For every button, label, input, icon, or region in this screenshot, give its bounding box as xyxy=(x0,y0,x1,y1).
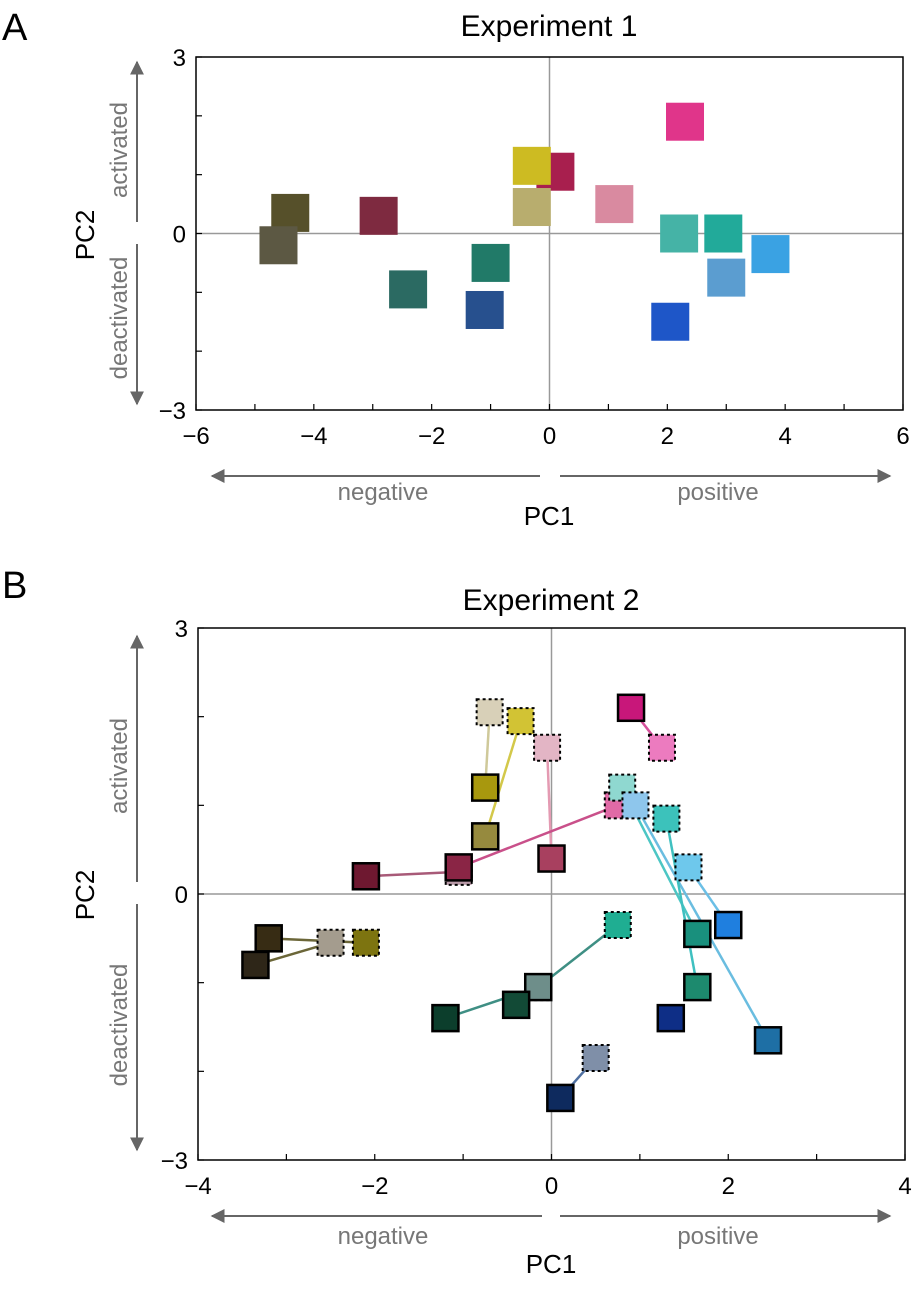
y-tick-label-b: 0 xyxy=(175,882,188,909)
chart-title-b: Experiment 2 xyxy=(463,584,640,617)
x-tick-label-a: 6 xyxy=(896,423,909,450)
data-point-square xyxy=(271,193,310,232)
y-tick-label-b: −3 xyxy=(161,1148,188,1175)
data-point-square xyxy=(523,972,553,1002)
data-point-square xyxy=(714,910,743,940)
data-point-square xyxy=(674,853,703,882)
data-point-square xyxy=(475,698,504,727)
data-point-square xyxy=(546,1083,575,1113)
y-positive-label-b: activated xyxy=(106,718,133,814)
data-point-square xyxy=(351,862,381,891)
pair-connector-line xyxy=(545,747,553,859)
y-tick-label-a: 0 xyxy=(173,222,186,249)
data-point-square xyxy=(647,733,676,762)
data-point-square xyxy=(616,693,646,723)
x-tick-label-b: −2 xyxy=(361,1173,388,1200)
y-tick-label-a: 3 xyxy=(173,45,186,72)
pair-connector-line xyxy=(458,804,619,869)
data-point-square xyxy=(753,1026,783,1055)
panel-b: B Experiment 2 −4 −2 0 2 4 −3 0 3 PC1 PC2 negat… xyxy=(2,565,912,1279)
data-point-square xyxy=(512,188,551,227)
data-point-square xyxy=(537,844,566,873)
x-positive-label-a: positive xyxy=(677,479,758,506)
x-tick-label-a: −2 xyxy=(418,423,445,450)
x-tick-label-a: −6 xyxy=(182,423,209,450)
data-point-square xyxy=(501,990,531,1020)
data-point-square xyxy=(595,185,634,224)
data-point-square xyxy=(351,928,380,957)
data-point-square xyxy=(506,707,535,736)
chart-title-a: Experiment 1 xyxy=(461,10,638,43)
pair-connector-line xyxy=(665,818,699,988)
pair-connector-line xyxy=(484,720,522,837)
x-tick-label-b: −4 xyxy=(184,1173,211,1200)
x-tick-label-a: 0 xyxy=(543,423,556,450)
data-point-square xyxy=(316,928,345,957)
data-point-square xyxy=(241,950,270,980)
data-point-square xyxy=(683,972,712,1002)
data-point-square xyxy=(751,235,790,274)
panel-letter-b: B xyxy=(2,565,27,607)
data-point-square xyxy=(683,919,712,949)
pair-connector-line xyxy=(365,870,459,878)
data-point-square xyxy=(465,290,504,329)
data-point-square xyxy=(603,911,632,940)
y-axis-label-b: PC2 xyxy=(70,870,100,921)
data-point-square xyxy=(533,733,562,762)
data-point-square xyxy=(470,822,500,851)
x-tick-label-a: 4 xyxy=(778,423,791,450)
data-point-square xyxy=(431,1003,460,1033)
data-point-square xyxy=(471,243,510,282)
data-point-square xyxy=(621,791,650,820)
y-positive-label-a: activated xyxy=(106,102,133,198)
x-positive-label-b: positive xyxy=(677,1223,758,1250)
x-tick-label-a: −4 xyxy=(300,423,327,450)
x-tick-label-b: 4 xyxy=(898,1173,911,1200)
x-axis-label-a: PC1 xyxy=(524,501,575,531)
x-axis-label-b: PC1 xyxy=(526,1249,577,1279)
y-negative-label-a: deactivated xyxy=(106,257,133,380)
data-point-square xyxy=(656,1003,686,1033)
data-point-square xyxy=(512,146,551,185)
data-point-square xyxy=(259,226,298,265)
data-point-square xyxy=(581,1044,610,1073)
x-tick-label-a: 2 xyxy=(661,423,674,450)
plot-area-a: −6 −4 −2 0 2 4 6 −3 0 3 xyxy=(159,45,910,450)
data-point-square xyxy=(666,102,705,141)
pair-connector-line xyxy=(268,937,366,945)
plot-area-b: −4 −2 0 2 4 −3 0 3 xyxy=(161,616,912,1200)
data-point-square xyxy=(651,302,690,341)
data-point-square xyxy=(707,258,746,297)
panel-letter-a: A xyxy=(2,7,28,49)
x-negative-label-a: negative xyxy=(338,479,429,506)
y-tick-label-a: −3 xyxy=(159,398,186,425)
x-negative-label-b: negative xyxy=(338,1223,429,1250)
panel-a: A Experiment 1 −6 −4 −2 0 2 4 6 −3 0 3 PC1 PC2 ne… xyxy=(2,7,910,531)
y-axis-label-a: PC2 xyxy=(70,210,100,261)
data-point-square xyxy=(359,196,398,235)
data-point-square xyxy=(704,214,743,253)
x-tick-label-b: 0 xyxy=(545,1173,558,1200)
data-point-square xyxy=(389,270,428,309)
data-point-square xyxy=(652,804,681,833)
data-point-square xyxy=(470,773,500,802)
data-point-square xyxy=(444,853,473,882)
y-negative-label-b: deactivated xyxy=(106,964,133,1087)
y-tick-label-b: 3 xyxy=(175,616,188,643)
x-tick-label-b: 2 xyxy=(722,1173,735,1200)
data-point-square xyxy=(254,924,283,953)
data-point-square xyxy=(660,214,699,253)
